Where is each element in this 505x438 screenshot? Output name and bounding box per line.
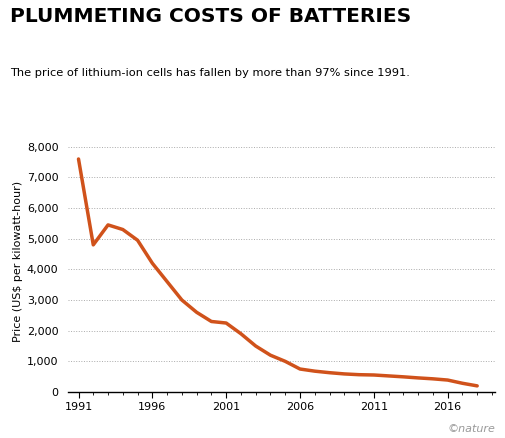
Y-axis label: Price (US$ per kilowatt-hour): Price (US$ per kilowatt-hour): [13, 181, 23, 342]
Text: The price of lithium-ion cells has fallen by more than 97% since 1991.: The price of lithium-ion cells has falle…: [10, 68, 410, 78]
Text: ©nature: ©nature: [447, 424, 495, 434]
Text: PLUMMETING COSTS OF BATTERIES: PLUMMETING COSTS OF BATTERIES: [10, 7, 412, 25]
